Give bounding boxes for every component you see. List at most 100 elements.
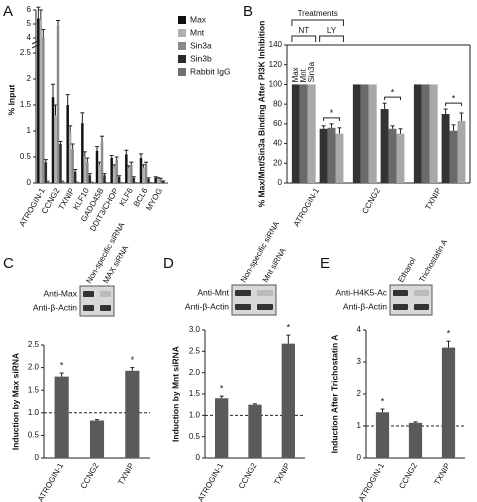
x-tick-label: ATROGIN-1 [36, 461, 66, 502]
bar [120, 181, 123, 183]
bar [103, 175, 106, 183]
legend-label: Mnt [190, 27, 205, 37]
bar [408, 422, 423, 458]
bar [352, 84, 361, 183]
y-tick-label: 1 [357, 421, 362, 430]
bar [89, 420, 105, 458]
y-tick-label: 20 [273, 158, 282, 167]
series-label: Sin3a [307, 61, 316, 82]
blot-band [83, 305, 94, 311]
bar [42, 38, 45, 183]
bar [156, 178, 160, 183]
panel-label: E [320, 255, 330, 272]
bar [441, 347, 456, 458]
blot-row-label: Anti-Mnt [197, 287, 229, 297]
x-tick-label: CCNG2 [79, 461, 101, 490]
blot-row-label: Anti-H4K5-Ac [336, 287, 388, 297]
bar [281, 343, 295, 458]
significance-bracket [384, 96, 401, 101]
y-tick-label: 0.5 [28, 431, 40, 440]
legend-label: Rabbit IgG [190, 66, 231, 76]
bar [56, 25, 60, 184]
bar [68, 133, 72, 183]
bar [91, 181, 94, 183]
treatment-bracket [291, 19, 344, 26]
bar [388, 128, 397, 183]
x-tick-label: CCNG2 [237, 461, 259, 490]
legend-label: Sin3a [190, 40, 212, 50]
bar [39, 19, 43, 183]
blot-band [100, 305, 111, 311]
blot-band [257, 290, 273, 296]
y-tick-label: 80 [273, 99, 282, 108]
bar [159, 179, 162, 183]
y-tick-label: 140 [269, 40, 283, 49]
y-tick-label: 1.0 [28, 408, 40, 417]
y-tick-label: 0 [27, 178, 32, 187]
bar [421, 84, 430, 183]
bar [44, 162, 48, 183]
series-label: Mnt [299, 68, 308, 82]
significance-star: * [452, 93, 456, 103]
bar [81, 123, 84, 183]
bar [248, 404, 262, 458]
bar [71, 149, 74, 183]
bar [51, 97, 55, 183]
bar [112, 167, 116, 183]
significance-star: * [391, 88, 395, 98]
y-tick-label: 6 [27, 5, 32, 14]
x-tick-label: TXNIP [116, 462, 136, 487]
bar [441, 114, 450, 183]
y-axis-label: Induction by Mnt siRNA [170, 346, 180, 442]
y-tick-label: 60 [273, 119, 282, 128]
bar [147, 178, 150, 183]
y-tick-label: 3.0 [189, 325, 201, 334]
x-tick-label: ATROGIN-1 [357, 461, 387, 502]
bar [429, 84, 438, 183]
blot-band [414, 304, 429, 310]
blot-frame [389, 284, 433, 316]
y-tick-label: 2.5 [28, 340, 40, 349]
legend-swatch [178, 55, 186, 63]
y-tick-label: 1.5 [28, 385, 40, 394]
bar [396, 133, 405, 183]
x-tick-label: TXNIP [423, 187, 443, 212]
bar [164, 182, 167, 183]
blot-lane-label: Ethanol [396, 256, 417, 284]
bar [307, 84, 316, 183]
y-tick-label: 2.5 [189, 346, 201, 355]
blot-band [393, 304, 408, 310]
legend-title: Treatments [298, 9, 338, 18]
bar [144, 164, 148, 183]
significance-star: * [287, 322, 291, 332]
bar [135, 181, 138, 183]
y-axis-label: % Max/Mnt/Sin3a Binding After PI3K Inhib… [256, 21, 266, 208]
significance-bracket [323, 117, 340, 121]
bar [360, 84, 369, 183]
blot-band [100, 291, 111, 297]
blot-row-label: Anti-β-Actin [33, 302, 77, 312]
bar [375, 412, 390, 458]
bar [449, 130, 458, 183]
legend-swatch [178, 29, 186, 37]
y-tick-label: 2.5 [20, 48, 32, 57]
panel-label: D [163, 255, 174, 272]
bar [59, 144, 62, 183]
bar [88, 175, 92, 183]
blot-band [235, 304, 251, 310]
treatment-bracket [291, 35, 317, 42]
y-tick-label: 2 [27, 74, 32, 83]
significance-star: * [330, 108, 334, 118]
bar [380, 109, 389, 183]
panel-label: A [3, 3, 13, 20]
y-tick-label: 1.5 [189, 389, 201, 398]
y-tick-label: 40 [273, 139, 282, 148]
bar [125, 370, 140, 458]
bar [215, 398, 229, 458]
legend-swatch [178, 68, 186, 76]
bar [98, 164, 101, 183]
y-axis-label: Induction by Max siRNA [10, 353, 20, 450]
bar [54, 376, 69, 458]
x-tick-label: ATROGIN-1 [196, 461, 226, 502]
blot-band [414, 290, 429, 296]
